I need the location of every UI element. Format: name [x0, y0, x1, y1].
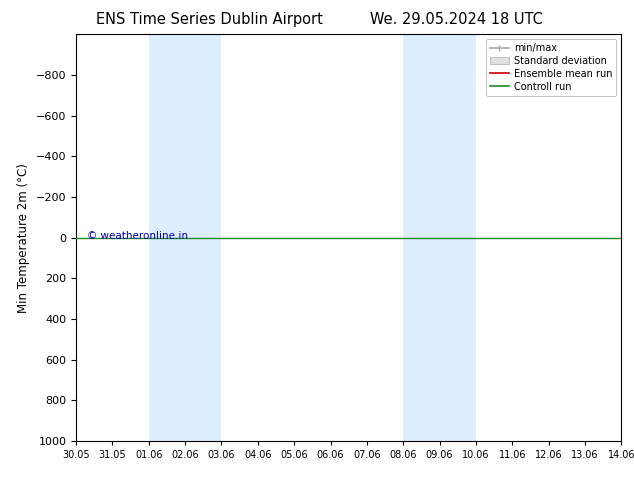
Text: © weatheronline.in: © weatheronline.in — [87, 231, 188, 241]
Bar — [149, 34, 221, 441]
Text: We. 29.05.2024 18 UTC: We. 29.05.2024 18 UTC — [370, 12, 543, 27]
Y-axis label: Min Temperature 2m (°C): Min Temperature 2m (°C) — [17, 163, 30, 313]
Text: ENS Time Series Dublin Airport: ENS Time Series Dublin Airport — [96, 12, 323, 27]
Legend: min/max, Standard deviation, Ensemble mean run, Controll run: min/max, Standard deviation, Ensemble me… — [486, 39, 616, 96]
Bar — [403, 34, 476, 441]
